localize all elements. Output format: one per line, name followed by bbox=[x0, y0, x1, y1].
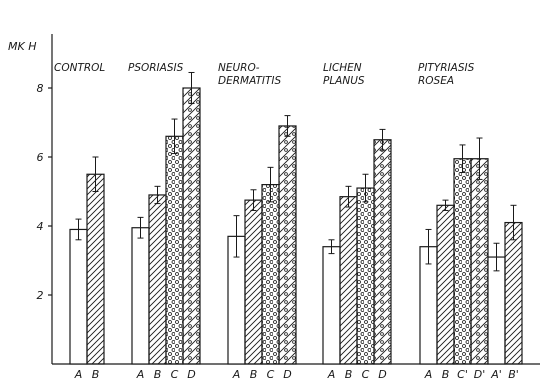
group-label: PLANUS bbox=[323, 75, 365, 87]
y-tick-label: 4 bbox=[37, 220, 44, 233]
group-label: LICHEN bbox=[323, 62, 362, 74]
y-tick-label: 8 bbox=[37, 82, 44, 95]
bar-category-label: B bbox=[442, 368, 450, 381]
group-label: CONTROL bbox=[54, 62, 105, 74]
bar-category-label: B' bbox=[508, 368, 519, 381]
y-axis-label: MK H bbox=[8, 40, 36, 53]
bar-category-label: D bbox=[187, 368, 195, 381]
bar-category-label: A bbox=[136, 368, 145, 381]
bar-category-label: B bbox=[92, 368, 100, 381]
bar-category-label: D' bbox=[474, 368, 486, 381]
bar bbox=[339, 196, 358, 365]
y-ticks: 2 4 6 8 bbox=[37, 82, 52, 302]
bar bbox=[487, 256, 506, 365]
bar-category-label: C' bbox=[457, 368, 468, 381]
bar-category-label: C bbox=[362, 368, 370, 381]
group-label: DERMATITIS bbox=[218, 75, 282, 87]
bar-category-label: B bbox=[154, 368, 162, 381]
bar-category-label: A bbox=[74, 368, 83, 381]
bar bbox=[131, 227, 150, 365]
bar bbox=[356, 187, 375, 365]
bar-category-label: B bbox=[250, 368, 258, 381]
bar bbox=[278, 125, 297, 365]
bar-group: NEURO-DERMATITIS A B C D bbox=[218, 62, 297, 381]
bar bbox=[504, 221, 523, 365]
bar-category-label: A bbox=[327, 368, 336, 381]
bar bbox=[69, 228, 88, 365]
bar bbox=[165, 135, 184, 365]
bar-category-label: C bbox=[171, 368, 179, 381]
y-tick-label: 2 bbox=[37, 289, 44, 302]
bar-category-label: A bbox=[232, 368, 241, 381]
bar bbox=[261, 184, 280, 365]
bar-category-label: D bbox=[378, 368, 386, 381]
group-label: PITYRIASIS bbox=[418, 62, 475, 74]
bar bbox=[470, 158, 489, 365]
y-tick-label: 6 bbox=[37, 151, 44, 164]
bar bbox=[436, 204, 455, 365]
bar bbox=[373, 139, 392, 365]
bar-category-label: A bbox=[424, 368, 433, 381]
bar bbox=[148, 194, 167, 365]
bar bbox=[322, 246, 341, 365]
bar bbox=[453, 158, 472, 365]
group-label: NEURO- bbox=[218, 62, 260, 74]
bar-group: PSORIASIS A B C D bbox=[128, 62, 201, 381]
group-label: PSORIASIS bbox=[128, 62, 184, 74]
bar-category-label: A' bbox=[490, 368, 502, 381]
bar-category-label: B bbox=[345, 368, 353, 381]
bar-category-label: C bbox=[267, 368, 275, 381]
group-label: ROSEA bbox=[418, 75, 454, 87]
bar bbox=[86, 173, 105, 365]
bar bbox=[244, 199, 263, 365]
bar-category-label: D bbox=[283, 368, 291, 381]
bar-group: CONTROL A B bbox=[54, 62, 105, 381]
bar bbox=[182, 87, 201, 365]
